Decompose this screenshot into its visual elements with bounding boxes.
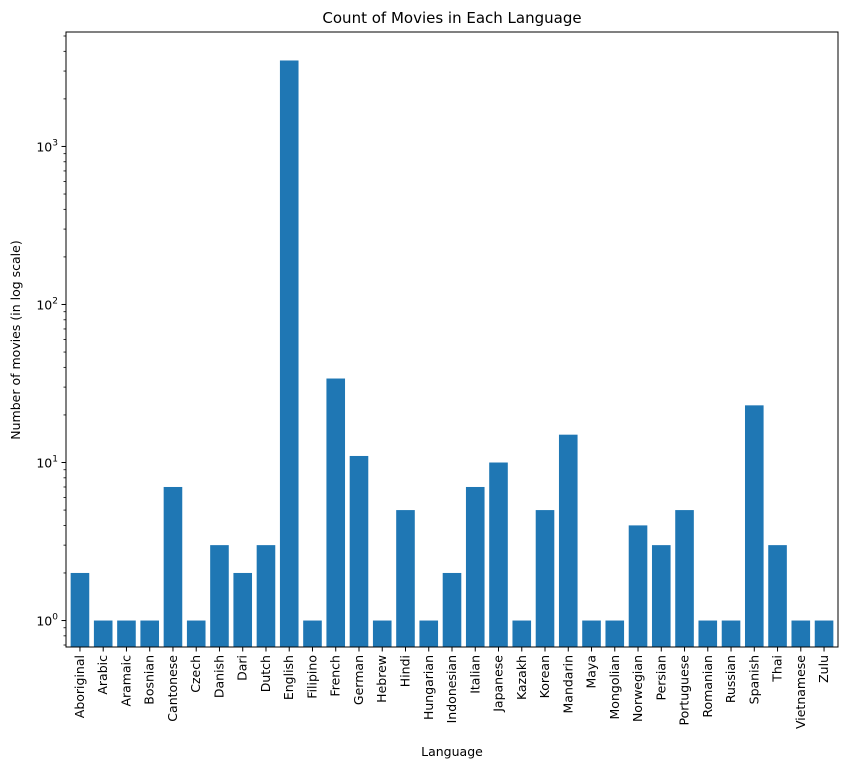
- x-tick-label: Spanish: [746, 655, 761, 704]
- x-tick-label: Vietnamese: [793, 655, 808, 729]
- x-tick-label: Mongolian: [607, 655, 622, 719]
- y-tick-label: 101: [36, 455, 58, 471]
- x-tick-label: Cantonese: [165, 655, 180, 722]
- bar-filipino: [303, 620, 322, 647]
- bar-mongolian: [605, 620, 625, 647]
- x-axis-label: Language: [421, 744, 483, 759]
- x-tick-label: Russian: [723, 655, 738, 703]
- y-tick-label: 103: [36, 138, 58, 154]
- x-tick-label: Persian: [653, 655, 668, 701]
- bar-arabic: [93, 620, 113, 647]
- x-tick-label: Romanian: [700, 655, 715, 718]
- bar-english: [279, 60, 299, 648]
- bar-dutch: [256, 545, 276, 647]
- bar-vietnamese: [791, 620, 811, 647]
- bar-french: [326, 378, 346, 647]
- x-tick-label: Dutch: [258, 655, 273, 692]
- x-tick-label: Korean: [537, 655, 552, 698]
- bar-hindi: [396, 510, 415, 647]
- x-tick-label: Aboriginal: [72, 655, 87, 718]
- bar-cantonese: [163, 486, 183, 647]
- chart-title: Count of Movies in Each Language: [322, 9, 581, 27]
- bar-romanian: [698, 620, 718, 647]
- x-tick-label: Hungarian: [421, 655, 436, 720]
- x-tick-label: Hindi: [397, 655, 412, 687]
- x-tick-label: Maya: [584, 655, 599, 689]
- x-tick-label: Czech: [188, 655, 203, 693]
- bar-german: [349, 455, 369, 647]
- bar-italian: [465, 486, 485, 647]
- bar-spanish: [744, 405, 764, 647]
- x-tick-label: Italian: [467, 655, 482, 694]
- x-tick-label: Kazakh: [514, 655, 529, 700]
- bar-korean: [535, 510, 555, 647]
- y-axis-ticks: 100 101 102 103: [36, 138, 66, 629]
- x-tick-label: Zulu: [816, 655, 831, 683]
- bar-aramaic: [117, 620, 136, 647]
- y-tick-label: 102: [36, 296, 58, 312]
- x-axis-ticks: Aboriginal Arabic Aramaic Bosnian Cantonese C…: [72, 647, 831, 729]
- x-tick-label: German: [351, 655, 366, 705]
- x-tick-label: Japanese: [491, 655, 506, 713]
- x-tick-label: Aramaic: [118, 655, 133, 707]
- bar-czech: [186, 620, 206, 647]
- bar-dari: [233, 572, 253, 647]
- bar-norwegian: [628, 525, 648, 647]
- bar-maya: [582, 620, 601, 647]
- bar-danish: [210, 545, 229, 647]
- bar-mandarin: [558, 434, 578, 647]
- bar-japanese: [489, 462, 508, 647]
- x-tick-label: Bosnian: [142, 655, 157, 705]
- bar-bosnian: [140, 620, 160, 647]
- bar-indonesian: [442, 572, 462, 647]
- bar-russian: [721, 620, 741, 647]
- y-axis-label: Number of movies (in log scale): [8, 240, 23, 439]
- plot-frame: [65, 31, 839, 648]
- x-tick-label: Indonesian: [444, 655, 459, 723]
- bars-group: [70, 60, 834, 648]
- x-tick-label: Norwegian: [630, 655, 645, 722]
- y-tick-label: 100: [36, 613, 58, 629]
- bar-hebrew: [372, 620, 392, 647]
- bar-aboriginal: [70, 572, 90, 647]
- bar-persian: [651, 545, 671, 647]
- x-tick-label: Danish: [211, 655, 226, 698]
- x-tick-label: French: [328, 655, 343, 697]
- x-tick-label: Portuguese: [677, 655, 692, 726]
- x-tick-label: Filipino: [304, 655, 319, 699]
- x-tick-label: Dari: [235, 655, 250, 681]
- bar-portuguese: [675, 510, 694, 647]
- x-tick-label: Arabic: [95, 655, 110, 695]
- bar-hungarian: [419, 620, 439, 647]
- bar-thai: [768, 545, 787, 647]
- x-tick-label: Thai: [770, 655, 785, 683]
- bar-kazakh: [512, 620, 532, 647]
- bar-zulu: [814, 620, 834, 647]
- x-tick-label: Hebrew: [374, 655, 389, 703]
- x-tick-label: Mandarin: [560, 655, 575, 714]
- x-tick-label: English: [281, 655, 296, 700]
